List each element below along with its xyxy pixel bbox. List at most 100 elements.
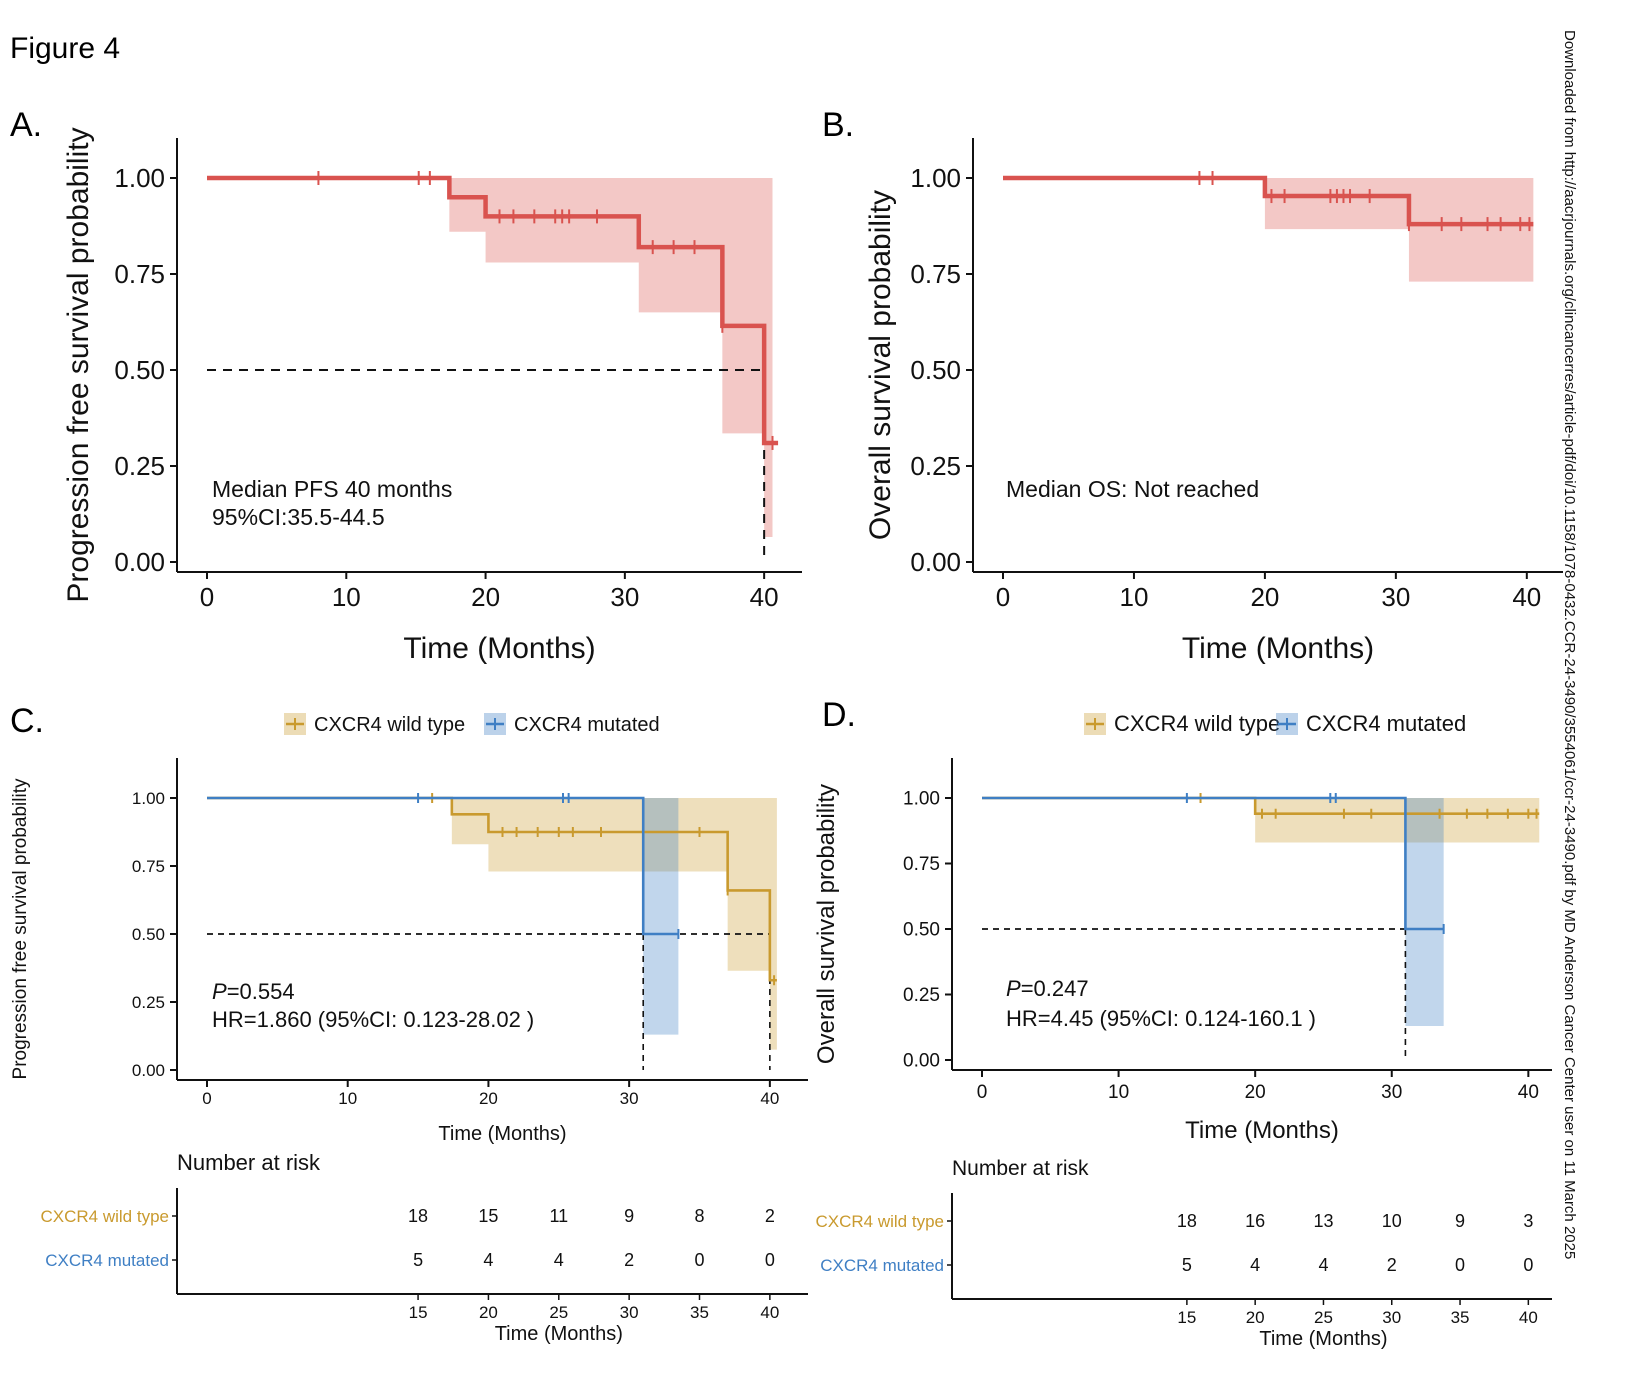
x-tick-label-d-1: 10: [1108, 1082, 1129, 1103]
panel-b: 0.00 0.25 0.50 0.75 1.00 0 10 20 30 40 Time (Month…: [864, 138, 1563, 665]
p-symbol: P: [1006, 976, 1021, 1001]
risk-value-c-0-3: 9: [624, 1206, 634, 1226]
risk-x-tick-label-c-2: 25: [549, 1303, 568, 1322]
km-curve-a-0: [207, 175, 779, 446]
x-tick-label-d-4: 40: [1518, 1082, 1539, 1103]
panel-label-d: D.: [822, 696, 856, 734]
figure-title: Figure 4: [10, 32, 120, 65]
risk-x-tick-label-d-5: 40: [1519, 1308, 1538, 1327]
x-tick-label-a-4: 40: [750, 582, 779, 612]
y-tick-label-c-4: 1.00: [132, 789, 165, 808]
risk-x-tick-label-d-4: 35: [1451, 1308, 1470, 1327]
risk-value-d-1-4: 0: [1455, 1255, 1465, 1275]
risk-value-c-0-0: 18: [408, 1206, 428, 1226]
y-tick-label-b-0: 0.00: [910, 547, 961, 577]
risk-value-c-0-4: 8: [694, 1206, 704, 1226]
risk-x-tick-label-c-1: 20: [479, 1303, 498, 1322]
risk-value-d-0-1: 16: [1245, 1211, 1265, 1231]
p-symbol: P: [212, 979, 227, 1004]
y-tick-label-a-0: 0.00: [114, 547, 165, 577]
risk-x-axis-title-d: Time (Months): [1259, 1328, 1387, 1350]
x-tick-label-c-2: 20: [479, 1089, 498, 1108]
p-value: =0.554: [227, 979, 295, 1004]
panel-a: 0.00 0.25 0.50 0.75 1.00 0 10 20 30 40 Time (Month…: [62, 127, 802, 665]
risk-table-title-d: Number at risk: [952, 1157, 1089, 1180]
x-tick-label-d-3: 30: [1381, 1082, 1402, 1103]
ci-band-c-0: [207, 798, 777, 1050]
x-tick-label-b-2: 20: [1250, 582, 1279, 612]
y-tick-label-d-0: 0.00: [903, 1051, 940, 1072]
y-tick-label-b-3: 0.75: [910, 259, 961, 289]
km-curve-d-1: [982, 796, 1444, 931]
y-tick-label-a-2: 0.50: [114, 355, 165, 385]
x-axis-title-a: Time (Months): [403, 632, 595, 665]
risk-value-d-1-2: 4: [1318, 1255, 1328, 1275]
risk-value-d-0-0: 18: [1177, 1211, 1197, 1231]
risk-x-axis-title-c: Time (Months): [495, 1323, 623, 1345]
annotation-a-0: Median PFS 40 months: [212, 476, 452, 502]
annotation-a-1: 95%CI:35.5-44.5: [212, 504, 385, 530]
x-axis-title-c: Time (Months): [438, 1123, 566, 1145]
y-tick-label-c-2: 0.50: [132, 925, 165, 944]
annotation-b-0: Median OS: Not reached: [1006, 476, 1259, 502]
y-tick-label-d-1: 0.25: [903, 985, 940, 1006]
legend-label-c-0: CXCR4 wild type: [314, 714, 465, 736]
ci-band-a-0: [207, 178, 773, 538]
ci-band-d-0: [982, 798, 1540, 843]
risk-value-c-1-4: 0: [694, 1250, 704, 1270]
y-tick-label-c-3: 0.75: [132, 857, 165, 876]
x-tick-label-c-4: 40: [760, 1089, 779, 1108]
p-value: =0.247: [1021, 976, 1089, 1001]
risk-x-tick-label-d-3: 30: [1382, 1308, 1401, 1327]
annotation-d-1: HR=4.45 (95%CI: 0.124-160.1 ): [1006, 1006, 1316, 1031]
legend-label-d-1: CXCR4 mutated: [1306, 711, 1466, 736]
risk-table-title-c: Number at risk: [177, 1150, 321, 1175]
x-axis-title-d: Time (Months): [1185, 1117, 1339, 1144]
risk-value-d-1-5: 0: [1523, 1255, 1533, 1275]
x-tick-label-b-4: 40: [1512, 582, 1541, 612]
risk-value-c-0-2: 11: [549, 1206, 568, 1226]
y-axis-title-c: Progression free survival probability: [10, 778, 31, 1079]
y-tick-label-a-3: 0.75: [114, 259, 165, 289]
risk-x-tick-label-d-2: 25: [1314, 1308, 1333, 1327]
x-tick-label-c-3: 30: [620, 1089, 639, 1108]
y-axis-title-d: Overall survival probability: [813, 784, 840, 1064]
legend-label-d-0: CXCR4 wild type: [1114, 711, 1280, 736]
risk-value-c-0-5: 2: [765, 1206, 775, 1226]
risk-x-tick-label-c-4: 35: [690, 1303, 709, 1322]
risk-x-tick-label-d-0: 15: [1177, 1308, 1196, 1327]
y-tick-label-d-4: 1.00: [903, 789, 940, 810]
risk-x-tick-label-c-0: 15: [409, 1303, 428, 1322]
x-tick-label-c-1: 10: [338, 1089, 357, 1108]
risk-value-d-0-5: 3: [1523, 1211, 1533, 1231]
y-tick-label-c-1: 0.25: [132, 993, 165, 1012]
x-tick-label-b-1: 10: [1119, 582, 1148, 612]
risk-value-d-1-3: 2: [1387, 1255, 1397, 1275]
y-tick-label-b-2: 0.50: [910, 355, 961, 385]
x-tick-label-a-2: 20: [471, 582, 500, 612]
risk-value-c-1-5: 0: [765, 1250, 775, 1270]
y-axis-title-a: Progression free survival probability: [62, 127, 95, 602]
y-axis-title-b: Overall survival probability: [864, 190, 897, 540]
y-tick-label-d-3: 0.75: [903, 854, 940, 875]
annotation-d-0: P=0.247: [1006, 976, 1089, 1001]
annotation-c-1: HR=1.860 (95%CI: 0.123-28.02 ): [212, 1007, 534, 1032]
risk-value-c-1-1: 4: [483, 1250, 493, 1270]
risk-row-label-d-1: CXCR4 mutated: [820, 1256, 944, 1275]
risk-value-c-1-3: 2: [624, 1250, 634, 1270]
ci-band-b-0: [1003, 178, 1534, 282]
download-side-note: Downloaded from http://aacrjournals.org/…: [1561, 30, 1578, 1260]
risk-x-tick-label-d-1: 20: [1246, 1308, 1265, 1327]
risk-row-label-c-1: CXCR4 mutated: [45, 1251, 169, 1270]
risk-value-d-1-1: 4: [1250, 1255, 1260, 1275]
x-axis-title-b: Time (Months): [1182, 632, 1374, 665]
y-tick-label-a-1: 0.25: [114, 451, 165, 481]
x-tick-label-b-0: 0: [996, 582, 1010, 612]
y-tick-label-d-2: 0.50: [903, 920, 940, 941]
risk-value-c-1-0: 5: [413, 1250, 423, 1270]
y-tick-label-b-1: 0.25: [910, 451, 961, 481]
panel-label-b: B.: [822, 106, 854, 144]
